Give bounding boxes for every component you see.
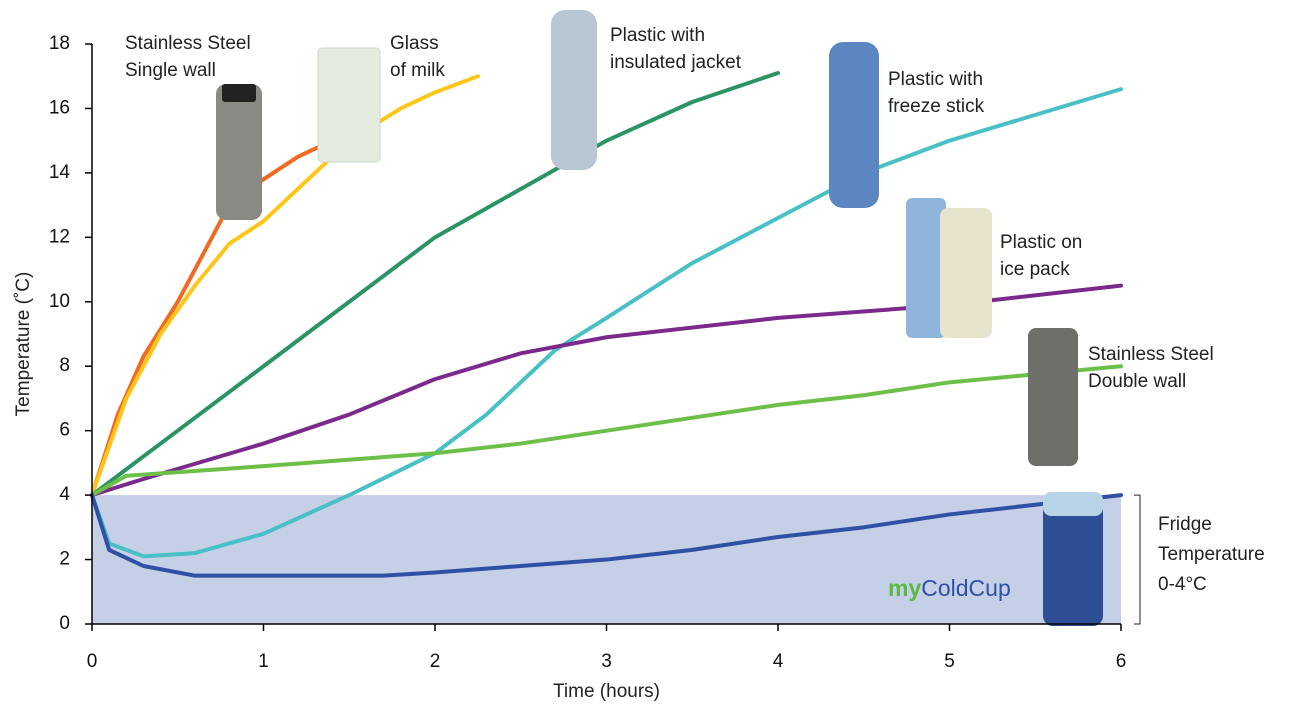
- series-label: Single wall: [125, 60, 216, 81]
- x-tick-label: 3: [601, 651, 612, 672]
- x-tick-label: 1: [258, 651, 269, 672]
- fridge-label: Temperature: [1158, 544, 1265, 565]
- brand-label-part: ColdCup: [921, 575, 1011, 601]
- series-line: [90, 283, 1123, 498]
- fridge-label: 0-4°C: [1158, 574, 1207, 595]
- series-label: Glass: [390, 33, 439, 54]
- bottle-cap: [222, 84, 256, 102]
- coldcup-photo: [1043, 492, 1103, 626]
- series-label: insulated jacket: [610, 52, 742, 73]
- series-label: Double wall: [1088, 371, 1186, 392]
- icepack-photo: [906, 198, 946, 338]
- series-line: [90, 493, 1123, 578]
- x-tick-label: 2: [430, 651, 441, 672]
- plastic-bottle-photo: [940, 208, 992, 338]
- x-axis-title: Time (hours): [553, 681, 660, 702]
- series-label: Stainless Steel: [1088, 344, 1214, 365]
- y-tick-label: 4: [59, 484, 70, 505]
- series-label: Plastic on: [1000, 232, 1082, 253]
- jacket-bottle-photo: [551, 10, 597, 170]
- series-label: Plastic with: [610, 25, 705, 46]
- x-tick-label: 0: [87, 651, 98, 672]
- y-axis-title: Temperature (˚C): [13, 272, 34, 417]
- product-photos: [216, 10, 1103, 626]
- y-tick-label: 8: [59, 355, 70, 376]
- series-line: [90, 71, 780, 498]
- series-line: [90, 74, 480, 498]
- x-tick-label: 4: [773, 651, 784, 672]
- coldcup-lid: [1043, 492, 1103, 516]
- y-tick-label: 10: [49, 291, 70, 312]
- y-tick-label: 14: [49, 162, 71, 183]
- steel-bottle-photo: [216, 84, 262, 220]
- y-tick-label: 2: [59, 549, 70, 570]
- glass-photo: [317, 47, 381, 163]
- series-label: of milk: [390, 60, 445, 81]
- double-wall-photo: [1028, 328, 1078, 466]
- freeze-bottle-photo: [829, 42, 879, 208]
- fridge-bracket: [1134, 494, 1141, 625]
- series-line: [90, 138, 335, 498]
- fridge-label: Fridge: [1158, 514, 1212, 535]
- series-label: ice pack: [1000, 259, 1070, 280]
- y-tick-label: 18: [49, 33, 70, 54]
- y-tick-label: 12: [49, 226, 70, 247]
- brand-label: myColdCup: [888, 575, 1011, 601]
- brand-label-part: my: [888, 575, 921, 601]
- series-label: Plastic with: [888, 69, 983, 90]
- y-tick-label: 16: [49, 97, 70, 118]
- x-tick-label: 6: [1116, 651, 1127, 672]
- y-tick-label: 0: [59, 613, 70, 634]
- y-tick-label: 6: [59, 420, 70, 441]
- x-tick-label: 5: [944, 651, 955, 672]
- series-label: Stainless Steel: [125, 33, 251, 54]
- series-line: [90, 364, 1123, 498]
- series-line: [90, 87, 1123, 559]
- series-label: freeze stick: [888, 96, 985, 117]
